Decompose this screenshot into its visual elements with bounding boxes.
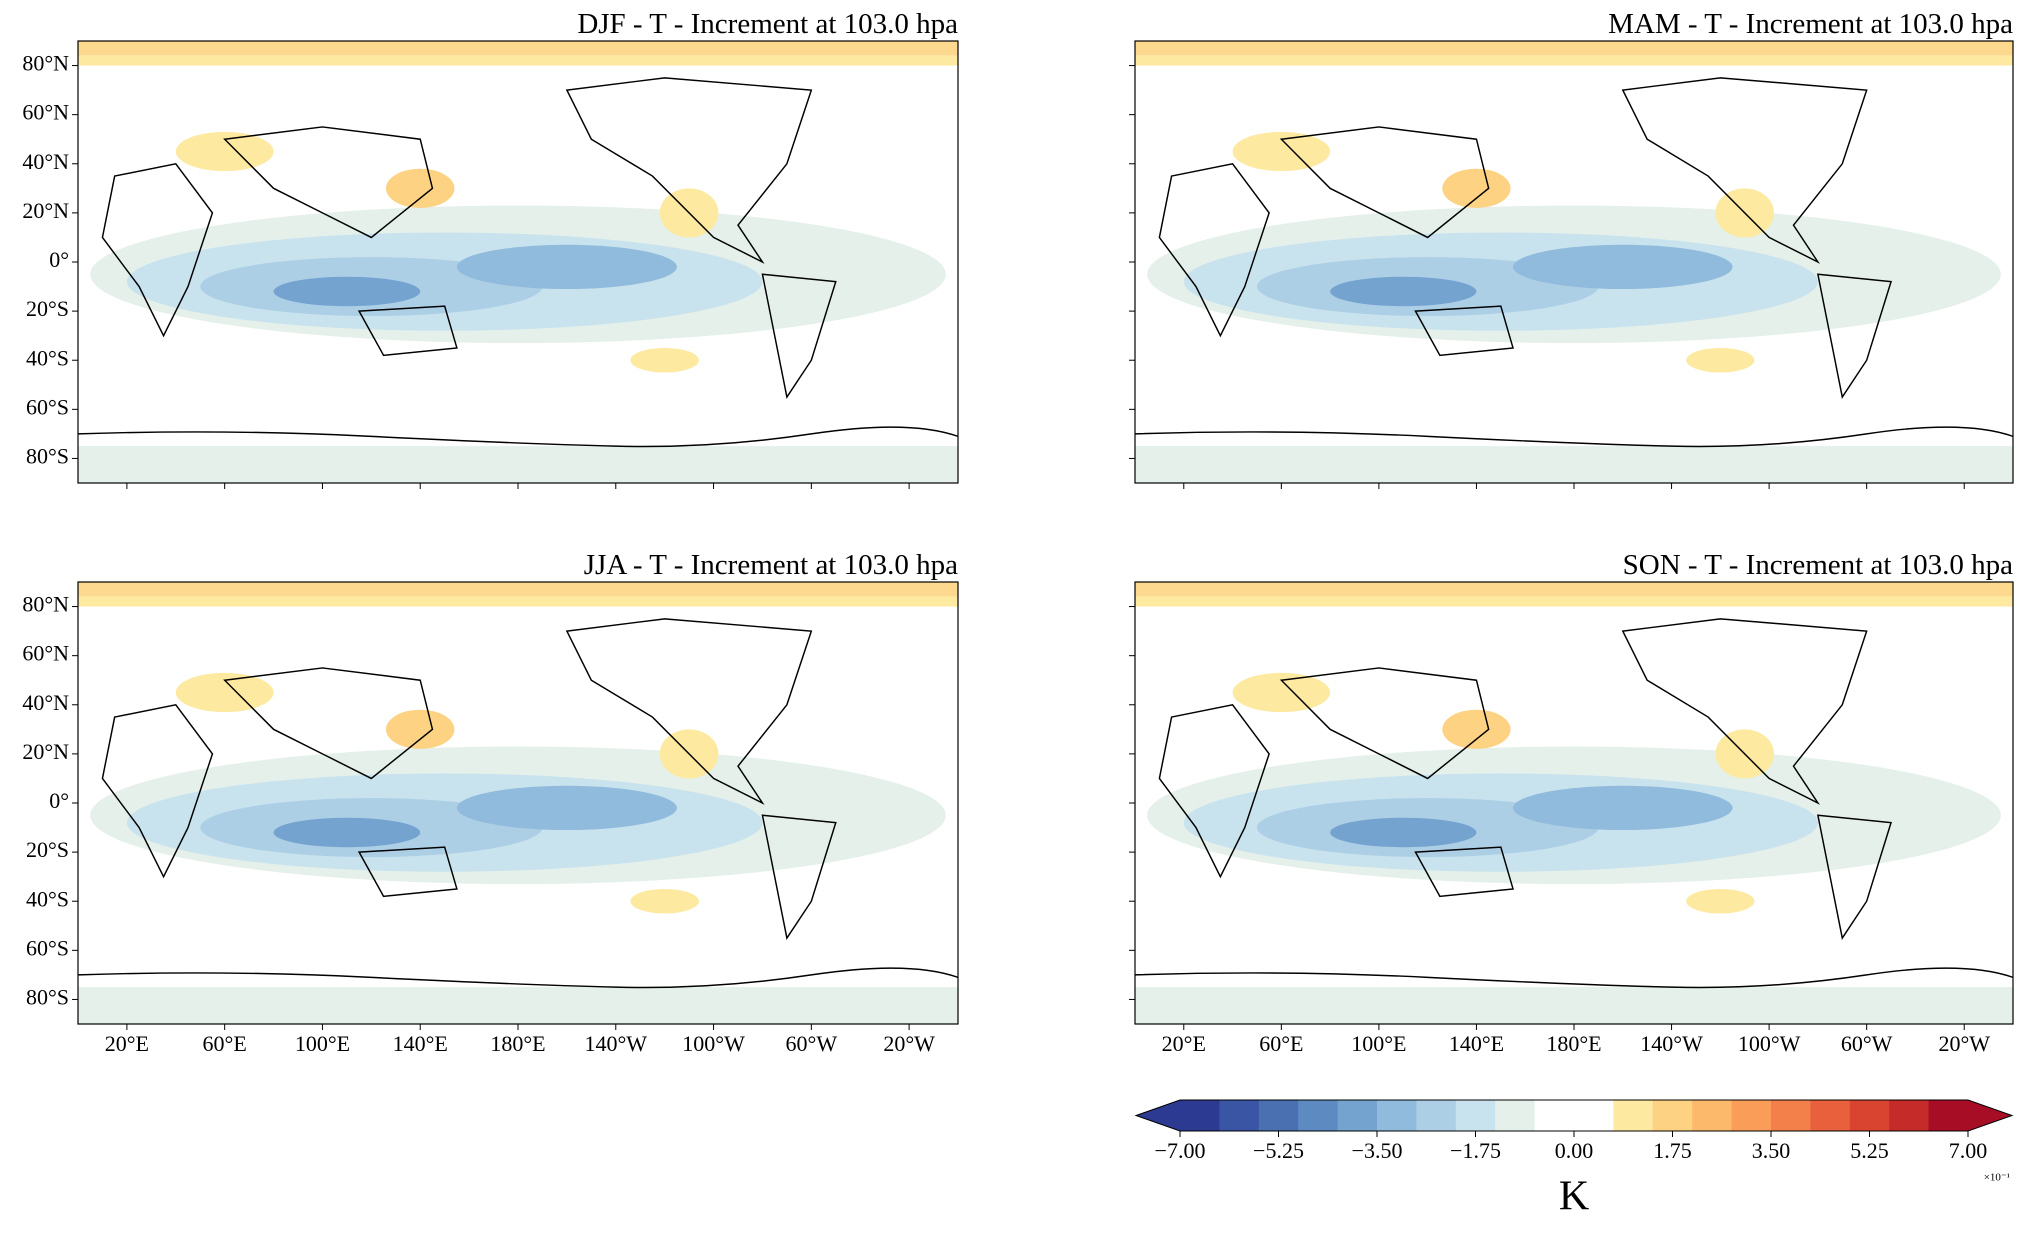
colorbar-segment (1849, 1100, 1890, 1131)
lat-tick-label: 80°S (26, 984, 69, 1009)
lat-tick-label: 60°S (26, 935, 69, 960)
map-field (1135, 582, 2013, 1024)
lat-tick-label: 20°S (26, 837, 69, 862)
colorbar-segment (1258, 1100, 1299, 1131)
colorbar-multiplier: ×10⁻¹ (1984, 1172, 2010, 1184)
colorbar-segment (1771, 1100, 1811, 1131)
lat-tick-label: 80°N (22, 51, 69, 76)
lat-tick-label: 80°S (26, 443, 69, 468)
lon-tick-label: 20°W (1938, 1031, 1990, 1056)
lon-tick-label: 60°E (1259, 1031, 1303, 1056)
lat-tick-label: 40°N (22, 690, 69, 715)
map-field (1135, 41, 2013, 483)
lat-tick-label: 60°S (26, 394, 69, 419)
panel-title: SON - T - Increment at 103.0 hpa (1623, 549, 2013, 581)
colorbar-segment (1574, 1100, 1614, 1131)
colorbar-segment (1337, 1100, 1378, 1131)
lon-tick-label: 180°E (1546, 1031, 1601, 1056)
colorbar-segment (1652, 1100, 1693, 1131)
map-field (78, 582, 958, 1024)
lat-tick-label: 80°N (22, 592, 69, 617)
lon-tick-label: 180°E (490, 1031, 545, 1056)
colorbar-segment (1534, 1100, 1575, 1131)
lat-tick-label: 0° (49, 247, 69, 272)
colorbar-tick-label: −5.25 (1253, 1138, 1304, 1163)
lat-tick-label: 20°N (22, 739, 69, 764)
colorbar-tick-label: −7.00 (1155, 1138, 1206, 1163)
colorbar-segment (1298, 1100, 1339, 1131)
colorbar-extend-low (1136, 1100, 1180, 1131)
lon-tick-label: 20°W (883, 1031, 935, 1056)
colorbar-tick-label: −1.75 (1450, 1138, 1501, 1163)
lon-tick-label: 60°E (203, 1031, 247, 1056)
colorbar-tick-label: 7.00 (1949, 1138, 1988, 1163)
lat-tick-label: 60°N (22, 100, 69, 125)
map-field (78, 41, 958, 483)
colorbar-segment (1495, 1100, 1536, 1131)
lon-tick-label: 100°E (295, 1031, 350, 1056)
panel-title: MAM - T - Increment at 103.0 hpa (1608, 8, 2013, 40)
lon-tick-label: 60°W (786, 1031, 838, 1056)
lat-tick-label: 20°N (22, 198, 69, 223)
colorbar-tick-label: −3.50 (1352, 1138, 1403, 1163)
colorbar-tick-label: 0.00 (1555, 1138, 1594, 1163)
colorbar-label: K (1559, 1174, 1589, 1220)
lon-tick-label: 100°W (682, 1031, 745, 1056)
lon-tick-label: 20°E (1162, 1031, 1206, 1056)
colorbar-tick-label: 3.50 (1752, 1138, 1791, 1163)
lat-tick-label: 40°S (26, 345, 69, 370)
lon-tick-label: 140°E (393, 1031, 448, 1056)
panel-title: JJA - T - Increment at 103.0 hpa (584, 549, 958, 581)
colorbar-segment (1377, 1100, 1417, 1131)
lat-tick-label: 40°N (22, 149, 69, 174)
colorbar-segment (1810, 1100, 1851, 1131)
colorbar-segment (1731, 1100, 1772, 1131)
colorbar-segment (1416, 1100, 1457, 1131)
lon-tick-label: 60°W (1841, 1031, 1893, 1056)
colorbar-tick-label: 5.25 (1850, 1138, 1889, 1163)
colorbar-segment (1692, 1100, 1733, 1131)
lat-tick-label: 0° (49, 788, 69, 813)
colorbar-segment (1455, 1100, 1496, 1131)
lon-tick-label: 140°W (584, 1031, 647, 1056)
colorbar-tick-label: 1.75 (1653, 1138, 1692, 1163)
colorbar-extend-high (1968, 1100, 2012, 1131)
lon-tick-label: 140°E (1449, 1031, 1504, 1056)
lat-tick-label: 40°S (26, 886, 69, 911)
lat-tick-label: 60°N (22, 641, 69, 666)
colorbar-segment (1180, 1100, 1220, 1131)
colorbar-segment (1928, 1100, 1969, 1131)
lon-tick-label: 100°W (1738, 1031, 1801, 1056)
colorbar-segment (1613, 1100, 1654, 1131)
lon-tick-label: 100°E (1351, 1031, 1406, 1056)
colorbar-segment (1889, 1100, 1930, 1131)
colorbar-segment (1219, 1100, 1260, 1131)
lon-tick-label: 140°W (1640, 1031, 1703, 1056)
colorbar: −7.00 −5.25 −3.50 −1.75 0.00 1.75 3.50 5.25 7.00 (1134, 1099, 2014, 1163)
lon-tick-label: 20°E (105, 1031, 149, 1056)
lat-tick-label: 20°S (26, 296, 69, 321)
panel-title: DJF - T - Increment at 103.0 hpa (577, 8, 958, 40)
